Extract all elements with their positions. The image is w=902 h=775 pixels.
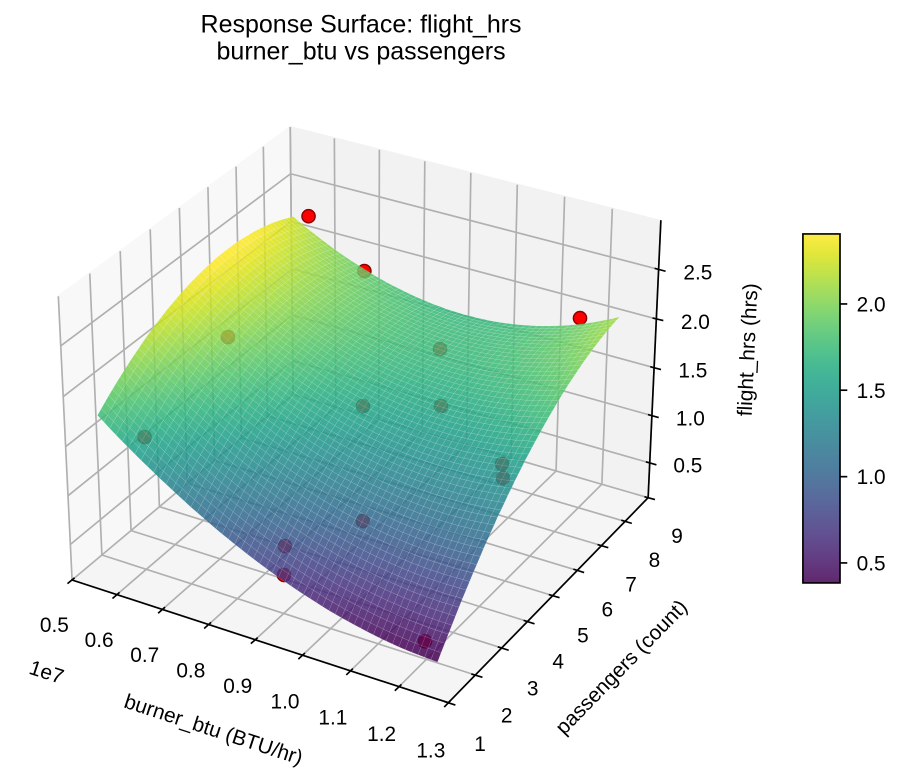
svg-text:8: 8 <box>649 549 661 572</box>
svg-text:1.0: 1.0 <box>676 407 705 430</box>
svg-text:1.5: 1.5 <box>857 380 886 403</box>
svg-text:2: 2 <box>501 705 513 728</box>
svg-text:4: 4 <box>552 651 564 674</box>
svg-text:0.5: 0.5 <box>40 614 69 637</box>
svg-text:1.0: 1.0 <box>271 691 300 714</box>
svg-text:1.1: 1.1 <box>318 707 347 730</box>
svg-text:burner_btu vs passengers: burner_btu vs passengers <box>217 37 506 65</box>
svg-text:0.6: 0.6 <box>85 629 114 652</box>
svg-text:3: 3 <box>527 677 539 700</box>
svg-text:7: 7 <box>625 573 637 596</box>
svg-text:Response Surface: flight_hrs: Response Surface: flight_hrs <box>201 10 522 38</box>
svg-text:0.9: 0.9 <box>223 675 252 698</box>
svg-text:1.2: 1.2 <box>367 723 396 746</box>
svg-text:0.5: 0.5 <box>673 455 702 478</box>
svg-text:1.5: 1.5 <box>678 360 707 383</box>
svg-text:2.5: 2.5 <box>683 261 712 284</box>
svg-text:1.0: 1.0 <box>857 466 886 489</box>
svg-text:2.0: 2.0 <box>681 311 710 334</box>
svg-text:9: 9 <box>671 525 683 548</box>
svg-text:2.0: 2.0 <box>857 293 886 316</box>
svg-text:6: 6 <box>601 599 613 622</box>
svg-text:0.8: 0.8 <box>176 659 205 682</box>
svg-text:0.5: 0.5 <box>857 552 886 575</box>
svg-text:5: 5 <box>577 624 589 647</box>
svg-text:1: 1 <box>474 733 486 756</box>
svg-text:0.7: 0.7 <box>130 644 159 667</box>
svg-text:1.3: 1.3 <box>416 739 445 762</box>
